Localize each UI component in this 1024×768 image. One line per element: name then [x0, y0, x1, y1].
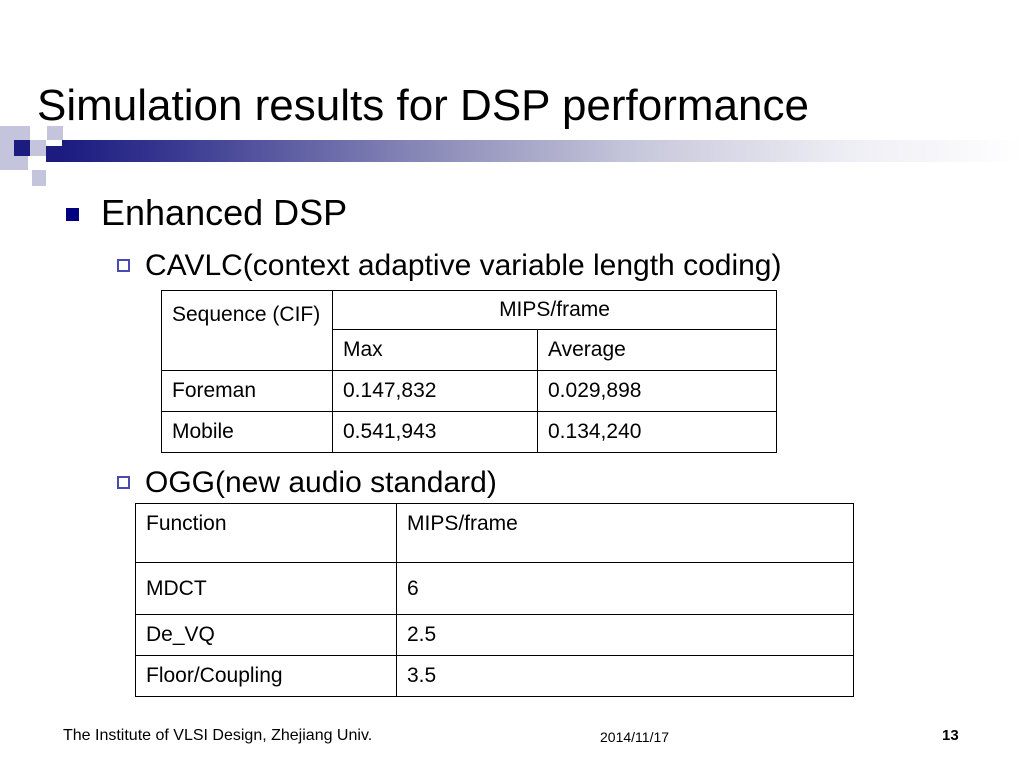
deco-square — [32, 170, 46, 186]
deco-square — [0, 156, 14, 170]
bullet-ogg: OGG(new audio standard) — [145, 466, 497, 499]
mips-frame-header: MIPS/frame — [396, 503, 854, 563]
deco-square — [46, 146, 62, 162]
page-number: 13 — [942, 727, 959, 744]
footer-date: 2014/11/17 — [600, 729, 670, 745]
max-cell: 0.147,832 — [332, 370, 538, 412]
average-cell: 0.029,898 — [537, 370, 777, 412]
cavlc-table: Sequence (CIF) MIPS/frame Max Average Fo… — [161, 290, 777, 453]
sequence-header: Sequence (CIF) — [161, 290, 333, 371]
sequence-cell: Foreman — [161, 370, 333, 412]
deco-square — [14, 126, 30, 140]
deco-square — [0, 140, 14, 156]
mips-frame-header: MIPS/frame — [332, 290, 777, 330]
table-row: De_VQ 2.5 — [135, 614, 854, 656]
mips-cell: 6 — [396, 562, 854, 615]
average-header: Average — [537, 329, 777, 371]
footer-institute: The Institute of VLSI Design, Zhejiang U… — [63, 727, 373, 744]
deco-square — [0, 126, 14, 140]
table-row: Mobile 0.541,943 0.134,240 — [161, 411, 777, 453]
average-cell: 0.134,240 — [537, 411, 777, 453]
mips-cell: 3.5 — [396, 655, 854, 697]
table-row: Floor/Coupling 3.5 — [135, 655, 854, 697]
function-cell: MDCT — [135, 562, 397, 615]
ogg-table: Function MIPS/frame MDCT 6 De_VQ 2.5 Flo… — [135, 503, 854, 697]
function-cell: De_VQ — [135, 614, 397, 656]
sequence-cell: Mobile — [161, 411, 333, 453]
max-cell: 0.541,943 — [332, 411, 538, 453]
function-header: Function — [135, 503, 397, 563]
hollow-square-bullet-icon — [117, 476, 130, 489]
slide-title: Simulation results for DSP performance — [37, 81, 809, 130]
deco-square — [14, 156, 28, 170]
table-row: MDCT 6 — [135, 562, 854, 615]
square-bullet-icon — [66, 208, 79, 221]
deco-square — [47, 126, 63, 140]
table-header-row: Function MIPS/frame — [135, 503, 854, 563]
hollow-square-bullet-icon — [117, 259, 130, 272]
bullet-cavlc: CAVLC(context adaptive variable length c… — [145, 249, 782, 282]
max-header: Max — [332, 329, 538, 371]
function-cell: Floor/Coupling — [135, 655, 397, 697]
mips-cell: 2.5 — [396, 614, 854, 656]
deco-square — [14, 140, 30, 156]
title-gradient-bar — [62, 140, 1024, 162]
deco-square — [30, 140, 46, 156]
table-row: Foreman 0.147,832 0.029,898 — [161, 370, 777, 412]
bullet-enhanced-dsp: Enhanced DSP — [101, 192, 348, 233]
